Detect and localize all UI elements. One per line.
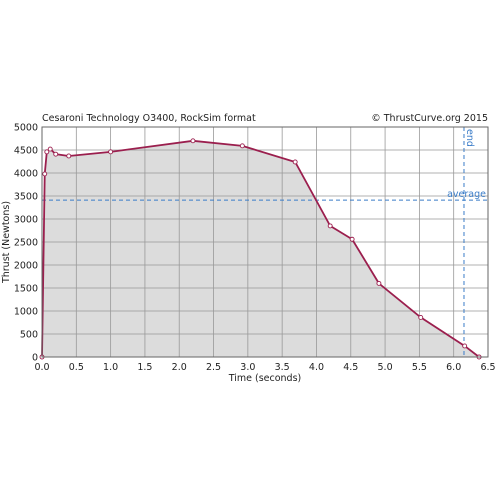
end-label: end	[464, 129, 475, 147]
x-tick-label: 4.0	[309, 362, 324, 373]
x-tick-label: 1.0	[103, 362, 118, 373]
y-tick-label: 0	[32, 353, 38, 364]
data-point	[349, 236, 355, 242]
data-point	[53, 151, 59, 157]
data-point	[462, 343, 468, 349]
data-point	[239, 143, 245, 149]
data-point	[44, 149, 50, 155]
x-tick-label: 0.5	[69, 362, 84, 373]
x-tick-label: 5.0	[378, 362, 393, 373]
y-tick-label: 3000	[14, 215, 38, 226]
plot-frame	[41, 126, 489, 358]
data-point	[42, 171, 48, 177]
y-axis-label: Thrust (Newtons)	[1, 201, 12, 284]
chart-subtitle: © ThrustCurve.org 2015	[371, 113, 488, 124]
chart-title: Cesaroni Technology O3400, RockSim forma…	[42, 113, 256, 124]
x-tick-label: 4.5	[343, 362, 358, 373]
x-tick-label: 3.0	[240, 362, 255, 373]
y-tick-label: 4500	[14, 146, 38, 157]
data-point	[376, 280, 382, 286]
average-label: average	[447, 189, 486, 200]
y-tick-label: 2000	[14, 261, 38, 272]
y-tick-label: 1500	[14, 284, 38, 295]
y-tick-label: 4000	[14, 169, 38, 180]
x-tick-label: 5.5	[412, 362, 427, 373]
x-tick-label: 6.0	[446, 362, 461, 373]
data-point	[327, 223, 333, 229]
x-tick-label: 2.0	[172, 362, 187, 373]
data-point	[190, 138, 196, 144]
data-point	[108, 149, 114, 155]
y-tick-label: 1000	[14, 307, 38, 318]
y-tick-label: 2500	[14, 238, 38, 249]
y-tick-label: 500	[20, 330, 38, 341]
x-tick-label: 6.5	[480, 362, 495, 373]
y-tick-label: 3500	[14, 192, 38, 203]
area-fill	[42, 140, 480, 357]
x-tick-label: 0.0	[34, 362, 49, 373]
data-point	[292, 159, 298, 165]
x-tick-label: 1.5	[137, 362, 152, 373]
x-tick-label: 2.5	[206, 362, 221, 373]
x-axis-label: Time (seconds)	[228, 373, 302, 384]
data-point	[66, 153, 72, 159]
data-point	[47, 146, 53, 152]
x-tick-label: 3.5	[275, 362, 290, 373]
y-tick-label: 5000	[14, 123, 38, 134]
data-point	[418, 314, 424, 320]
